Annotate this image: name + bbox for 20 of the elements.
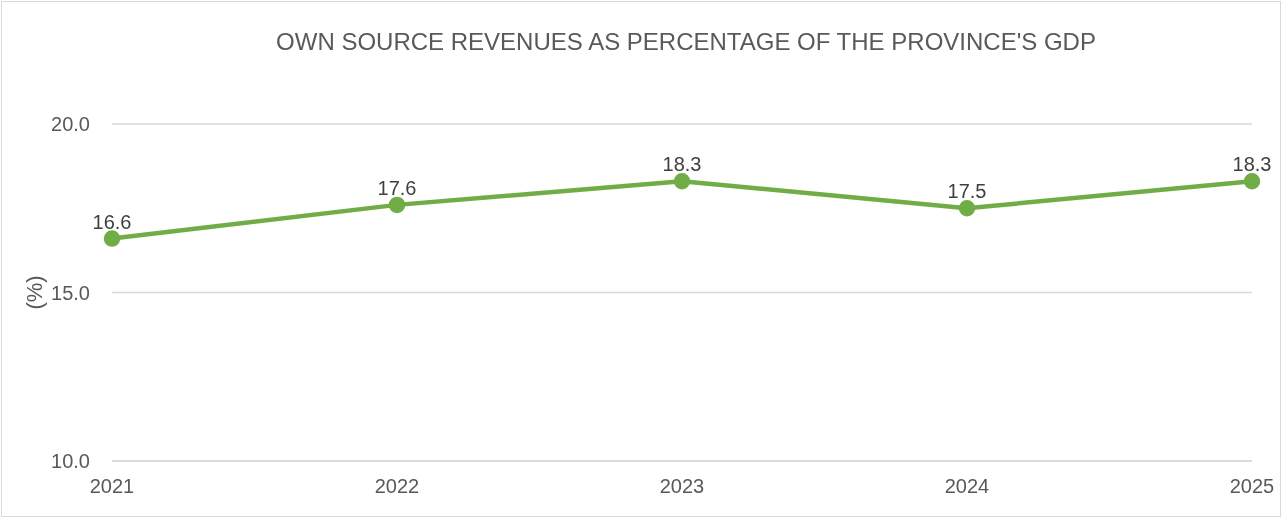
- point: [673, 173, 691, 190]
- x-tick-label: 2021: [89, 475, 135, 498]
- y-tick-label: 10.0: [51, 450, 90, 473]
- x-tick-label: 2024: [944, 475, 990, 498]
- data-label: 16.6: [92, 210, 132, 233]
- x-tick-label: 2023: [659, 475, 705, 498]
- y-tick-label: 15.0: [51, 281, 90, 304]
- y-tick-label: 20.0: [51, 113, 90, 136]
- data-label: 17.6: [377, 176, 417, 199]
- point: [103, 230, 121, 247]
- data-label: 18.3: [662, 153, 702, 176]
- x-tick-label: 2025: [1229, 475, 1275, 498]
- point: [1243, 173, 1261, 190]
- point: [958, 200, 976, 217]
- y-axis-title: (%): [21, 275, 47, 310]
- chart-title: OWN SOURCE REVENUES AS PERCENTAGE OF THE PROVINCE'S GDP: [275, 27, 1097, 57]
- data-label: 18.3: [1232, 153, 1272, 176]
- point: [388, 196, 406, 214]
- x-tick-label: 2022: [374, 475, 420, 498]
- data-label: 17.5: [947, 180, 987, 203]
